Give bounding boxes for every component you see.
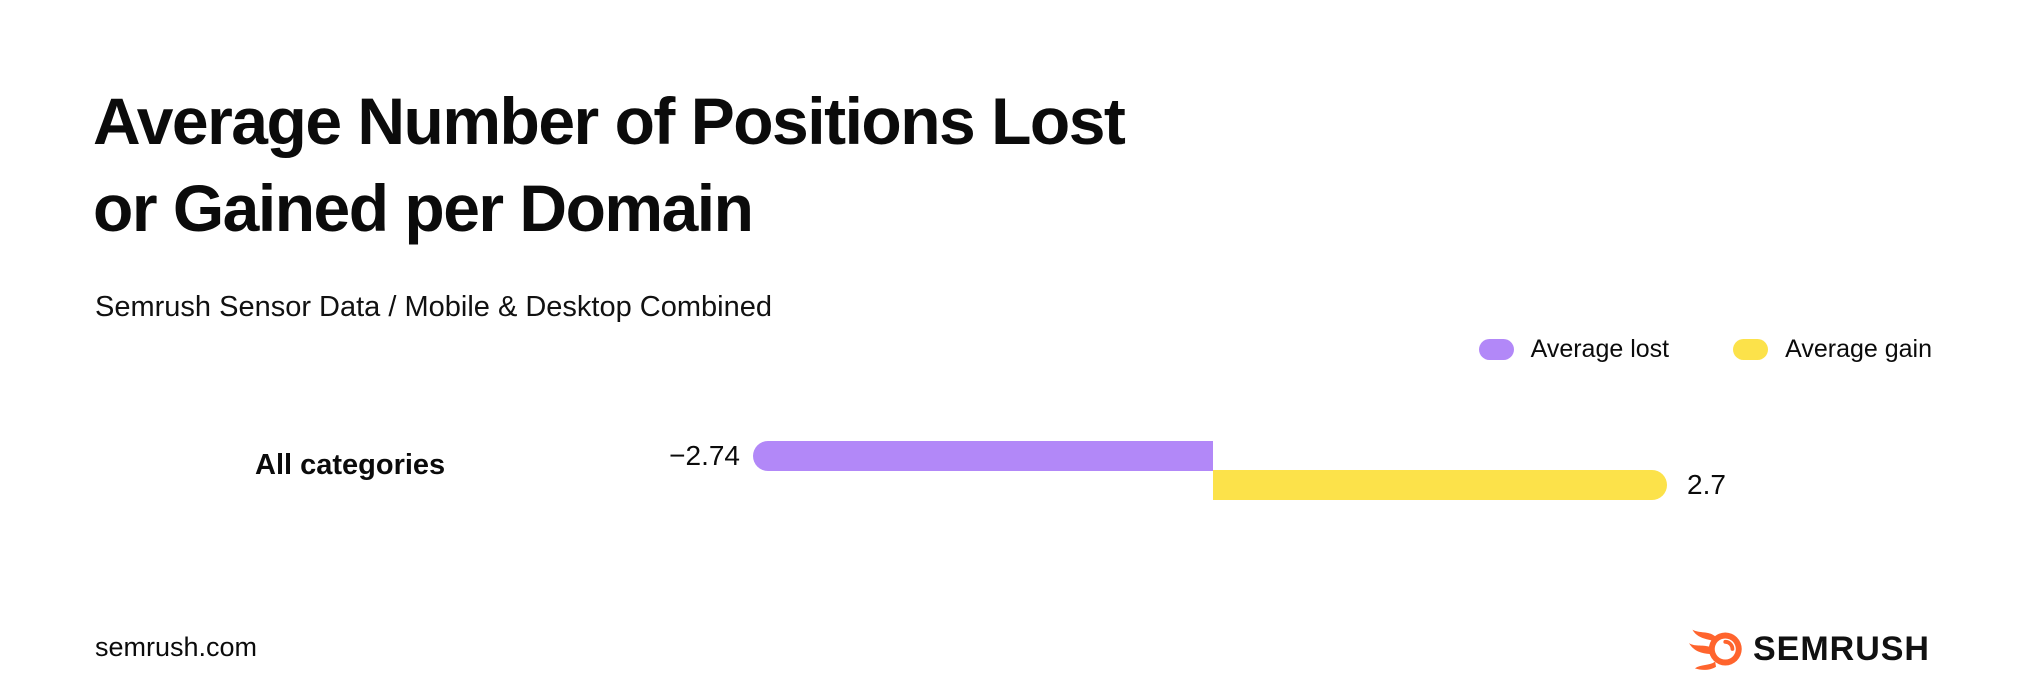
website-url: semrush.com bbox=[95, 632, 258, 662]
legend-item-average-lost: Average lost bbox=[1478, 335, 1670, 364]
lost-value-label: −2.74 bbox=[669, 440, 740, 471]
page-title: Average Number of Positions Lost or Gain… bbox=[93, 78, 1126, 252]
legend-item-average-gain: Average gain bbox=[1733, 335, 1932, 364]
legend-swatch-gain bbox=[1733, 339, 1769, 360]
title-line-1: Average Number of Positions Lost bbox=[93, 84, 1126, 158]
chart-legend: Average lost Average gain bbox=[1478, 335, 1932, 364]
semrush-fireball-icon bbox=[1688, 626, 1743, 672]
legend-swatch-lost bbox=[1478, 339, 1514, 360]
legend-label-gain: Average gain bbox=[1785, 335, 1932, 363]
category-label: All categories bbox=[255, 449, 446, 481]
brand-logo: SEMRUSH bbox=[1688, 626, 1930, 672]
chart-subtitle: Semrush Sensor Data / Mobile & Desktop C… bbox=[95, 291, 772, 323]
bar-average-gain bbox=[1213, 470, 1667, 500]
bar-average-lost bbox=[753, 441, 1213, 471]
title-line-2: or Gained per Domain bbox=[93, 171, 754, 245]
gain-value-label: 2.7 bbox=[1687, 469, 1726, 500]
legend-label-lost: Average lost bbox=[1530, 335, 1670, 363]
brand-wordmark: SEMRUSH bbox=[1752, 629, 1930, 668]
